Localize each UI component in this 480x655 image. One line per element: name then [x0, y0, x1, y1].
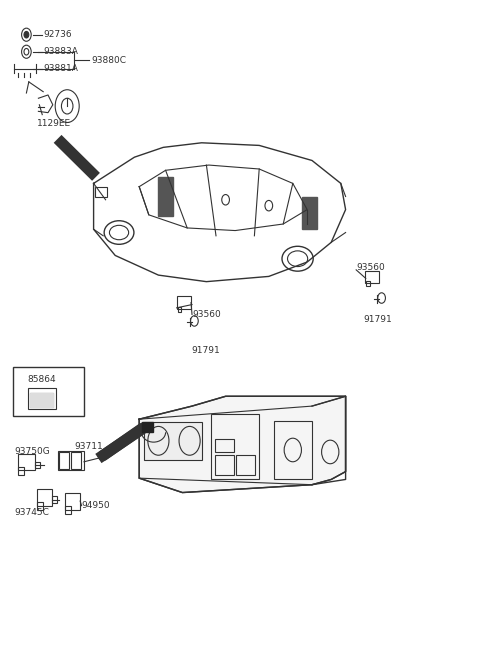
Ellipse shape — [104, 221, 134, 244]
Bar — [144, 422, 202, 460]
Ellipse shape — [288, 251, 308, 267]
Text: 94950: 94950 — [82, 501, 110, 510]
Polygon shape — [30, 393, 53, 407]
Text: 93750G: 93750G — [14, 447, 50, 457]
Text: 93880C: 93880C — [91, 56, 126, 65]
Text: 91791: 91791 — [364, 315, 393, 324]
Polygon shape — [139, 396, 346, 493]
Text: 93745C: 93745C — [14, 508, 49, 517]
Text: 93881A: 93881A — [43, 64, 78, 73]
Bar — [236, 455, 255, 475]
Text: 93560: 93560 — [356, 263, 385, 272]
Bar — [211, 414, 259, 479]
Bar — [71, 452, 81, 469]
Text: 93711: 93711 — [74, 442, 103, 451]
Text: 91791: 91791 — [191, 346, 220, 355]
Bar — [215, 439, 234, 452]
Polygon shape — [142, 422, 153, 432]
Bar — [65, 493, 80, 510]
Bar — [18, 467, 24, 475]
Bar — [365, 271, 379, 283]
Text: 92736: 92736 — [43, 30, 72, 39]
Circle shape — [24, 31, 29, 38]
Bar — [13, 367, 84, 416]
Bar — [65, 506, 71, 514]
Bar — [215, 455, 234, 475]
Bar — [18, 454, 35, 470]
Ellipse shape — [109, 225, 129, 240]
Polygon shape — [302, 196, 317, 229]
Bar — [58, 451, 84, 470]
Bar — [274, 421, 312, 479]
Text: 85864: 85864 — [28, 375, 57, 384]
Text: 1129EE: 1129EE — [37, 119, 72, 128]
Bar — [37, 502, 43, 510]
Bar — [366, 281, 370, 286]
Bar — [37, 489, 52, 506]
Bar — [59, 452, 69, 469]
Bar — [177, 296, 191, 309]
Bar — [95, 187, 107, 196]
Bar — [28, 388, 56, 409]
Bar — [35, 462, 40, 468]
Ellipse shape — [282, 246, 313, 271]
Text: 93560: 93560 — [192, 310, 221, 319]
Text: 93883A: 93883A — [43, 47, 78, 56]
Polygon shape — [158, 177, 173, 216]
Bar — [52, 496, 57, 503]
Bar — [30, 393, 53, 407]
Bar — [178, 307, 181, 312]
